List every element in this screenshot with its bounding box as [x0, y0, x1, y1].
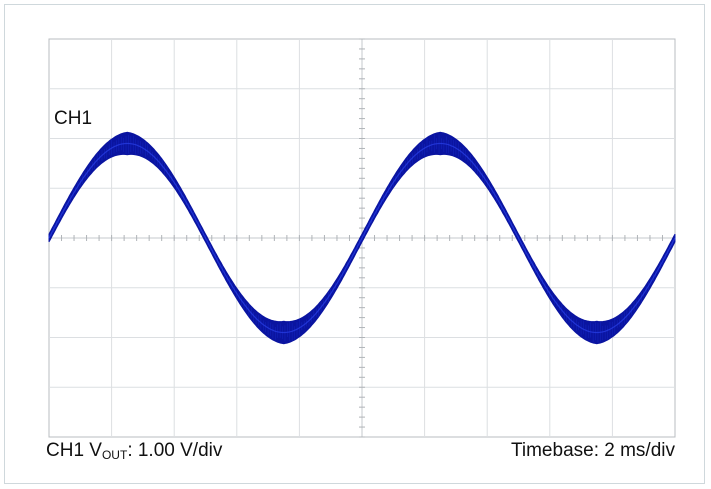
timebase-label: Timebase: 2 ms/div	[510, 440, 675, 461]
oscilloscope-chart	[48, 38, 676, 438]
scale-prefix: CH1 V	[46, 440, 102, 461]
scope-frame	[4, 4, 705, 484]
channel-label: CH1	[54, 108, 93, 129]
scale-subscript: OUT	[101, 448, 128, 462]
waveform-trace	[48, 142, 676, 334]
scale-suffix: : 1.00 V/div	[127, 440, 223, 461]
vertical-scale-label: CH1 VOUT: 1.00 V/div	[46, 440, 222, 462]
